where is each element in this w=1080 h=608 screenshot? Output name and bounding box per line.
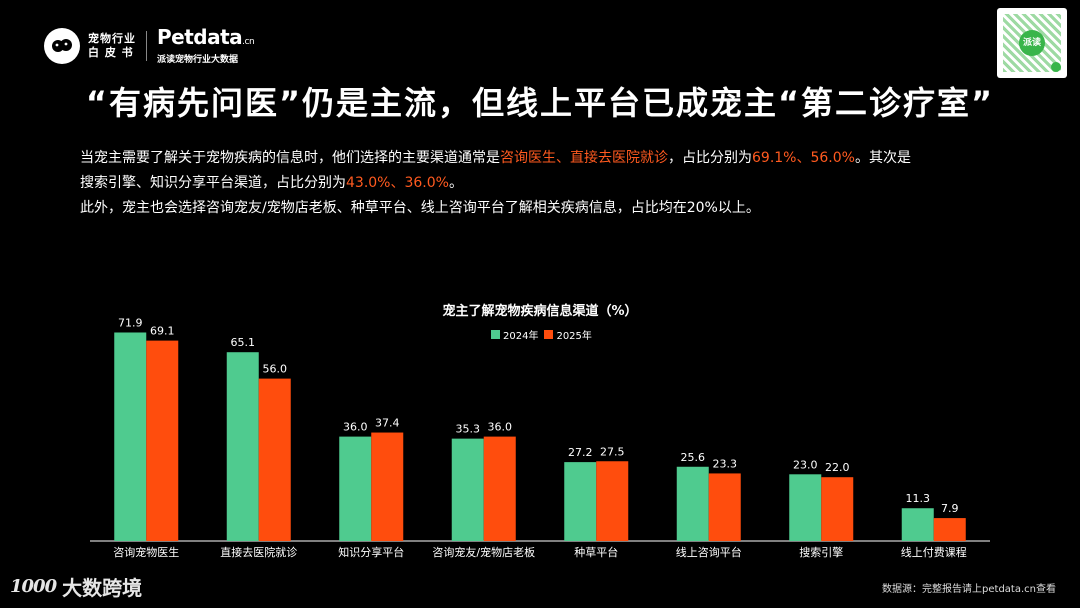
chart-title: 宠主了解宠物疾病信息渠道（%） <box>442 304 638 319</box>
category-label: 咨询宠友/宠物店老板 <box>432 545 535 559</box>
chart-legend: 2024年 2025年 <box>491 327 598 342</box>
data-label: 36.0 <box>343 421 368 434</box>
footer-logo-mark: 1000 <box>10 576 57 597</box>
whitebook-line1: 宠物行业 <box>88 32 136 45</box>
brand-suffix: .cn <box>242 36 255 47</box>
summary-highlight: 69.1%、56.0% <box>752 150 855 166</box>
bar-2025 <box>933 518 966 541</box>
header: 宠物行业 白 皮 书 Petdata.cn 派读宠物行业大数据 <box>44 24 255 66</box>
data-label: 37.4 <box>375 417 400 430</box>
summary-line-2: 搜索引擎、知识分享平台渠道，占比分别为43.0%、36.0%。 <box>80 171 1040 196</box>
data-label: 25.6 <box>681 451 706 464</box>
category-label: 知识分享平台 <box>338 545 404 559</box>
data-label: 36.0 <box>488 421 513 434</box>
qr-center-badge: 派读 <box>1019 30 1045 56</box>
whitebook-label: 宠物行业 白 皮 书 <box>88 32 136 60</box>
footer-logo: 1000 大数跨境 <box>10 572 142 601</box>
data-label: 35.3 <box>456 423 481 436</box>
category-label: 搜索引擎 <box>799 545 843 559</box>
bar-2025 <box>146 340 179 541</box>
whitebook-line2: 白 皮 书 <box>88 46 134 59</box>
qr-corner-icon <box>1051 62 1061 72</box>
legend-swatch-2024 <box>491 330 500 339</box>
data-label: 23.0 <box>793 458 818 471</box>
bar-2024 <box>789 474 822 541</box>
bar-2024 <box>901 508 934 541</box>
brand-name: Petdata.cn <box>157 24 255 52</box>
brand-tagline: 派读宠物行业大数据 <box>157 54 239 65</box>
data-source-note: 数据源：完整报告请上petdata.cn查看 <box>882 584 1056 595</box>
legend-label-2024: 2024年 <box>503 331 539 342</box>
brand-block: Petdata.cn 派读宠物行业大数据 <box>157 24 255 66</box>
summary-highlight: 咨询医生、直接去医院就诊 <box>500 150 668 166</box>
bar-2024 <box>564 462 597 541</box>
data-label: 56.0 <box>263 363 288 376</box>
bar-2025 <box>821 477 854 541</box>
bar-2025 <box>371 432 404 541</box>
category-label: 咨询宠物医生 <box>113 545 179 559</box>
legend-item-2025: 2025年 <box>544 327 592 342</box>
summary-text: 。 <box>448 175 463 191</box>
summary-line-3: 此外，宠主也会选择咨询宠友/宠物店老板、种草平台、线上咨询平台了解相关疾病信息，… <box>80 200 760 216</box>
pet-logo-icon <box>44 28 80 64</box>
summary-text: 当宠主需要了解关于宠物疾病的信息时，他们选择的主要渠道通常是 <box>80 150 500 166</box>
category-label: 线上咨询平台 <box>676 545 742 559</box>
bar-2025 <box>596 461 629 541</box>
data-label: 27.5 <box>600 445 625 458</box>
legend-label-2025: 2025年 <box>556 331 592 342</box>
page-title: “有病先问医”仍是主流，但线上平台已成宠主“第二诊疗室” <box>85 84 995 122</box>
bar-2025 <box>258 378 291 541</box>
summary-text: 搜索引擎、知识分享平台渠道，占比分别为 <box>80 175 346 191</box>
data-label: 7.9 <box>941 502 959 515</box>
bar-2025 <box>483 436 516 541</box>
legend-item-2024: 2024年 <box>491 327 538 342</box>
brand-name-text: Petdata <box>157 24 243 49</box>
bar-2024 <box>339 436 372 541</box>
bar-2024 <box>226 352 259 541</box>
summary-text: 。其次是 <box>854 150 911 166</box>
summary-line-1: 当宠主需要了解关于宠物疾病的信息时，他们选择的主要渠道通常是咨询医生、直接去医院… <box>80 146 1040 171</box>
summary-paragraph: 当宠主需要了解关于宠物疾病的信息时，他们选择的主要渠道通常是咨询医生、直接去医院… <box>80 146 1040 221</box>
bar-2024 <box>114 332 147 541</box>
header-divider <box>146 31 147 61</box>
summary-text: ，占比分别为 <box>668 150 752 166</box>
data-label: 22.0 <box>825 461 850 474</box>
footer-logo-text: 大数跨境 <box>62 576 143 600</box>
data-label: 69.1 <box>150 325 175 338</box>
bar-2025 <box>708 473 741 541</box>
category-label: 线上付费课程 <box>901 545 967 559</box>
data-label: 23.3 <box>713 457 738 470</box>
summary-highlight: 43.0%、36.0% <box>346 175 449 191</box>
data-label: 65.1 <box>231 336 256 349</box>
bar-2024 <box>676 466 709 541</box>
category-label: 种草平台 <box>574 545 618 559</box>
legend-swatch-2025 <box>544 330 554 339</box>
qr-code: 派读 <box>997 8 1067 78</box>
data-label: 11.3 <box>906 492 931 505</box>
data-label: 27.2 <box>568 446 593 459</box>
category-label: 直接去医院就诊 <box>220 545 297 559</box>
bar-2024 <box>451 438 484 541</box>
data-label: 71.9 <box>118 316 143 329</box>
